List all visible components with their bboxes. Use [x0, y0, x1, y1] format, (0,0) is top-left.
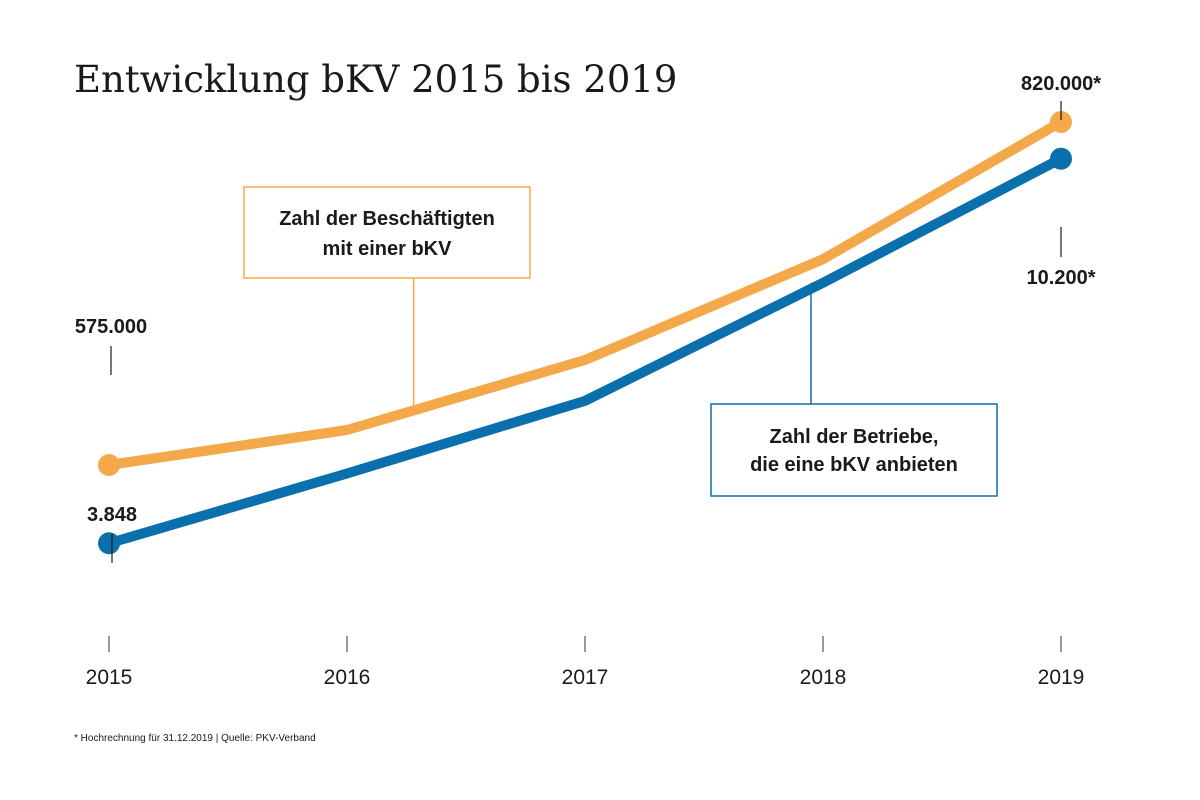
x-tick-label: 2019 [1038, 666, 1085, 689]
endpoint-marker [98, 532, 120, 555]
legend-box [243, 186, 531, 279]
x-tick-label: 2015 [86, 666, 133, 689]
value-label: 820.000* [1021, 73, 1101, 95]
x-axis: 2015 2016 2017 2018 2019 [86, 636, 1085, 689]
value-label: 575.000 [75, 316, 147, 338]
legend-box [710, 403, 998, 497]
value-labels: 575.000 820.000* 3.848 10.200* [75, 73, 1101, 563]
value-label: 3.848 [87, 504, 137, 526]
x-tick-label: 2017 [562, 666, 609, 689]
legend-label: Zahl der Betriebe, [770, 426, 939, 448]
legend: Zahl der Beschäftigten mit einer bKV Zahl … [243, 186, 998, 497]
legend-label: Zahl der Beschäftigten [279, 208, 495, 230]
x-tick-label: 2016 [324, 666, 371, 689]
chart-title: Entwicklung bKV 2015 bis 2019 [74, 58, 677, 101]
series-layer [98, 111, 1072, 555]
value-label: 10.200* [1027, 267, 1096, 289]
legend-label: die eine bKV anbieten [750, 454, 958, 476]
legend-label: mit einer bKV [323, 238, 453, 260]
endpoint-marker [1050, 111, 1072, 133]
footnote: * Hochrechnung für 31.12.2019 | Quelle: … [74, 733, 316, 744]
endpoint-marker [1050, 147, 1072, 170]
x-tick-label: 2018 [800, 666, 847, 689]
endpoint-marker [98, 454, 120, 476]
